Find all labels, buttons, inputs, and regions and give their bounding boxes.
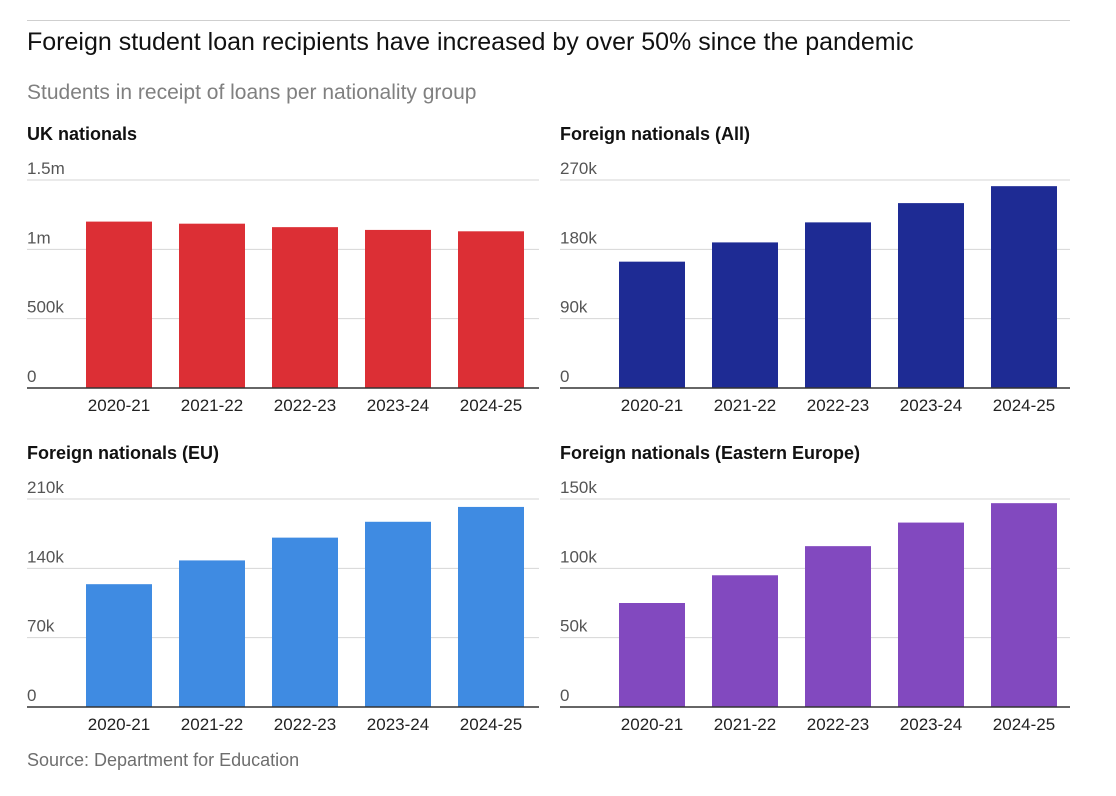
y-tick-label: 180k [560,228,597,247]
bar-2021-22 [179,223,245,388]
x-tick-label: 2024-25 [460,396,522,415]
bar-2021-22 [712,242,778,388]
y-tick-label: 0 [27,686,36,705]
y-tick-label: 70k [27,617,55,636]
x-tick-label: 2023-24 [367,715,429,734]
bar-2022-23 [272,227,338,388]
bar-2020-21 [86,584,152,707]
y-tick-label: 100k [560,547,597,566]
bar-2020-21 [619,261,685,388]
panel-foreign-eastern-europe: Foreign nationals (Eastern Europe) 0 50k 10… [560,437,1072,737]
x-tick-label: 2020-21 [88,396,150,415]
panel-foreign-all: Foreign nationals (All) 0 90k 180k 270k 2020-… [560,118,1072,418]
x-tick-label: 2022-23 [807,715,869,734]
bar-2021-22 [712,575,778,707]
x-tick-label: 2021-22 [714,396,776,415]
x-tick-label: 2020-21 [621,396,683,415]
panel-title: Foreign nationals (All) [560,124,750,144]
source-note: Source: Department for Education [27,750,300,770]
chart-subtitle: Students in receipt of loans per nationa… [27,81,477,104]
x-tick-label: 2023-24 [367,396,429,415]
x-tick-label: 2024-25 [993,396,1055,415]
bar-2024-25 [991,186,1057,388]
x-tick-label: 2020-21 [621,715,683,734]
y-tick-label: 270k [560,159,597,178]
bar-2022-23 [805,546,871,707]
y-tick-label: 50k [560,617,588,636]
y-tick-label: 0 [27,367,36,386]
bar-2023-24 [898,203,964,388]
bar-2020-21 [619,603,685,707]
x-tick-label: 2020-21 [88,715,150,734]
bar-2023-24 [365,521,431,707]
chart-foreign-all: Foreign nationals (All) 0 90k 180k 270k 2020-… [560,124,1070,415]
y-tick-label: 0 [560,367,569,386]
bar-2024-25 [991,503,1057,707]
bar-2021-22 [179,560,245,707]
x-tick-label: 2022-23 [274,715,336,734]
bar-2023-24 [365,229,431,388]
y-tick-label: 90k [560,298,588,317]
chart-foreign-eastern-europe: Foreign nationals (Eastern Europe) 0 50k 10… [560,443,1070,734]
x-tick-label: 2021-22 [181,715,243,734]
panel-title: Foreign nationals (EU) [27,443,219,463]
bar-2022-23 [805,222,871,388]
y-tick-label: 1.5m [27,159,65,178]
bar-2020-21 [86,221,152,388]
y-tick-label: 140k [27,547,64,566]
panel-title: UK nationals [27,124,137,144]
chart-uk-nationals: UK nationals 0 500k 1m 1.5m 2020-21 2021-22 202… [27,124,539,415]
x-tick-label: 2023-24 [900,715,962,734]
panel-foreign-eu: Foreign nationals (EU) 0 70k 140k 210k 2020-2… [27,437,539,737]
x-tick-label: 2021-22 [714,715,776,734]
panel-uk-nationals: UK nationals 0 500k 1m 1.5m 2020-21 2021-22 202… [27,118,539,418]
panel-title: Foreign nationals (Eastern Europe) [560,443,860,463]
y-tick-label: 210k [27,478,64,497]
chart-title: Foreign student loan recipients have inc… [27,28,914,56]
x-tick-label: 2022-23 [274,396,336,415]
x-tick-label: 2021-22 [181,396,243,415]
x-tick-label: 2024-25 [460,715,522,734]
chart-foreign-eu: Foreign nationals (EU) 0 70k 140k 210k 2020-2… [27,443,539,734]
bar-2024-25 [458,506,524,707]
x-tick-label: 2024-25 [993,715,1055,734]
y-tick-label: 1m [27,228,51,247]
x-tick-label: 2023-24 [900,396,962,415]
y-tick-label: 150k [560,478,597,497]
bar-2022-23 [272,537,338,707]
bar-2023-24 [898,522,964,707]
top-divider [27,20,1070,21]
y-tick-label: 500k [27,298,64,317]
bar-2024-25 [458,231,524,388]
x-tick-label: 2022-23 [807,396,869,415]
y-tick-label: 0 [560,686,569,705]
